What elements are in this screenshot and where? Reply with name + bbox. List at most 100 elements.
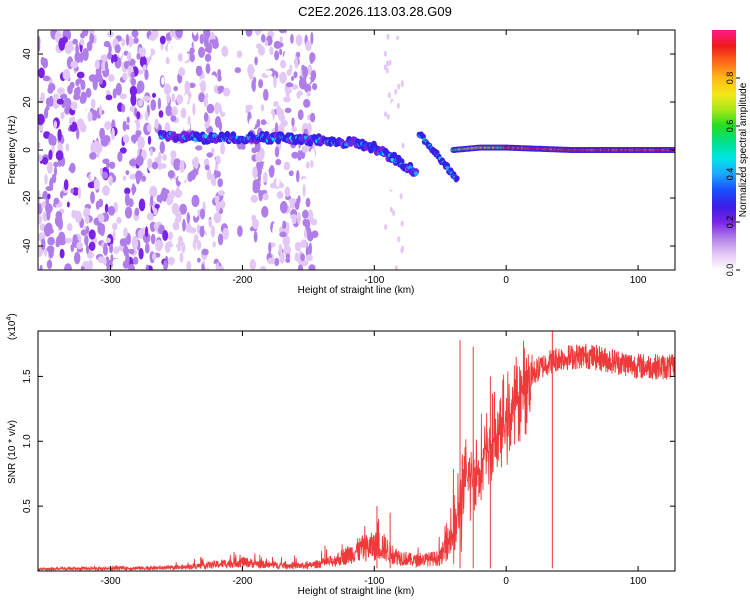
heatmap-cell — [249, 259, 256, 270]
heatmap-cell — [84, 235, 89, 247]
heatmap-cell — [385, 67, 389, 74]
heatmap-cell — [194, 211, 198, 218]
heatmap-cell — [174, 189, 183, 198]
heatmap-cell — [210, 225, 216, 238]
heatmap-cell — [185, 185, 194, 196]
heatmap-cell — [44, 173, 48, 185]
heatmap-cell — [221, 45, 229, 57]
y-tick-label: 40 — [22, 48, 33, 60]
heatmap-cell — [47, 236, 55, 246]
heatmap-cell — [189, 53, 195, 63]
heatmap-cell — [45, 185, 54, 192]
heatmap-cell — [302, 66, 309, 78]
heatmap-cell — [219, 265, 224, 270]
heatmap-cell — [157, 97, 162, 110]
heatmap-cell — [291, 117, 295, 127]
heatmap-cell — [213, 212, 222, 224]
heatmap-cell — [394, 265, 398, 270]
heatmap-cell — [291, 76, 295, 81]
y-tick-label: 1.5 — [22, 369, 33, 383]
heatmap-cell — [125, 124, 131, 130]
heatmap-cell — [193, 156, 199, 170]
heatmap-cell — [163, 259, 168, 270]
heatmap-cell — [400, 99, 404, 106]
heatmap-cell — [66, 223, 73, 232]
x-tick-label: -100 — [364, 275, 384, 286]
heatmap-cell — [397, 83, 401, 90]
heatmap-cell — [82, 261, 90, 268]
heatmap-cell — [213, 84, 220, 94]
heatmap-cell — [74, 51, 81, 64]
heatmap-cell — [123, 227, 128, 238]
heatmap-cell — [76, 71, 85, 79]
heatmap-cell — [216, 195, 220, 201]
heatmap-cell — [279, 201, 288, 214]
snr-multiplier: (x104) — [6, 313, 18, 340]
heatmap-cell — [248, 118, 256, 130]
heatmap-cell — [204, 164, 210, 171]
heatmap-cell — [252, 251, 257, 261]
colorbar-label: Normalized spectral amplitude — [738, 82, 749, 217]
heatmap-cell — [147, 135, 152, 145]
heatmap-cell — [234, 67, 241, 74]
heatmap-cell — [53, 121, 58, 129]
heatmap-cell — [291, 215, 297, 225]
heatmap-cell — [196, 60, 202, 66]
heatmap-cell — [196, 240, 202, 251]
heatmap-cell — [383, 50, 387, 57]
heatmap-cell — [108, 74, 115, 82]
heatmap-cell — [38, 249, 43, 257]
heatmap-cell — [46, 259, 53, 270]
heatmap-cell — [46, 161, 53, 174]
heatmap-cell — [198, 166, 205, 175]
y-tick-label: 0.5 — [22, 499, 33, 513]
heatmap-cell — [208, 218, 212, 228]
heatmap-cell — [302, 218, 308, 227]
heatmap-cell — [144, 242, 150, 254]
heatmap-cell — [151, 76, 157, 83]
heatmap-cell — [116, 216, 122, 224]
heatmap-cell — [104, 60, 109, 72]
heatmap-cell — [53, 93, 59, 99]
heatmap-cell — [48, 149, 53, 160]
heatmap-cell — [172, 221, 180, 231]
heatmap-cell — [291, 84, 299, 90]
heatmap-cell — [169, 30, 174, 39]
heatmap-cell — [119, 93, 128, 100]
heatmap-cell — [132, 237, 139, 250]
heatmap-cell — [65, 143, 70, 152]
heatmap-cell — [284, 186, 291, 198]
heatmap-cell — [100, 223, 105, 237]
heatmap-cell — [399, 126, 403, 133]
heatmap-cell — [80, 79, 86, 91]
heatmap-cell — [275, 137, 282, 145]
heatmap-cell — [265, 225, 272, 238]
heatmap-cell — [310, 70, 317, 81]
colorbar-bar — [712, 30, 736, 270]
heatmap-cell — [48, 95, 54, 108]
heatmap-cell — [163, 83, 172, 95]
heatmap-cell — [177, 175, 186, 183]
colorbar-tick-label: 0.4 — [725, 168, 735, 181]
heatmap-cell — [123, 50, 129, 56]
snr-y-ticks: 0.5 1.0 1.5 — [22, 369, 675, 513]
heatmap-cell — [394, 229, 398, 235]
heatmap-cell — [217, 85, 225, 93]
heatmap-cell — [176, 94, 184, 105]
heatmap-cell — [199, 33, 204, 45]
heatmap-cell — [284, 50, 290, 63]
heatmap-cell — [166, 93, 171, 104]
heatmap-cell — [118, 244, 124, 252]
heatmap-cell — [401, 142, 405, 149]
x-tick-label: 0 — [503, 576, 509, 587]
heatmap-cell — [217, 178, 223, 188]
heatmap-cell — [387, 263, 391, 270]
heatmap-cell — [197, 257, 201, 263]
heatmap-cell — [391, 43, 395, 50]
snr-x-ticks: -300 -200 -100 0 100 — [101, 331, 647, 587]
heatmap-cell — [98, 104, 103, 116]
heatmap-cell — [121, 38, 126, 47]
heatmap-cell — [186, 212, 190, 224]
heatmap-cell — [279, 36, 283, 43]
heatmap-cell — [153, 208, 158, 216]
